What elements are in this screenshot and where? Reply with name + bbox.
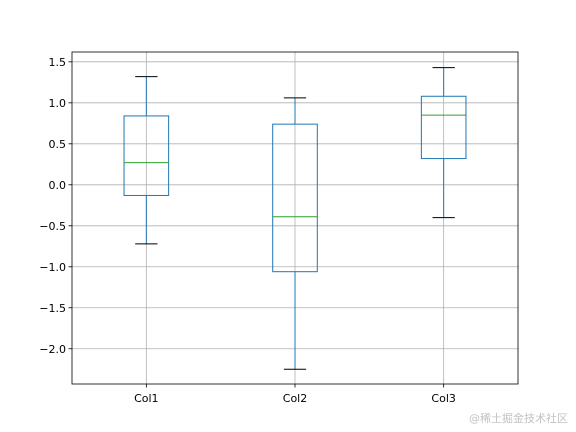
axis-ticks: 1.5 1.0 0.5 0.0 −0.5 −1.0 −1.5 −2.0 Col1 Col2 Col3 — [39, 56, 456, 405]
iqr-box — [272, 123, 318, 273]
y-tick-label: 1.0 — [49, 97, 67, 110]
y-tick-label: −2.0 — [39, 343, 66, 356]
x-tick-label: Col3 — [431, 392, 455, 405]
x-tick-label: Col1 — [134, 392, 158, 405]
iqr-box — [420, 95, 467, 160]
box-series — [123, 67, 467, 370]
watermark-text: @稀土掘金技术社区 — [469, 412, 568, 425]
y-tick-label: 0.0 — [49, 179, 67, 192]
y-tick-label: −0.5 — [39, 220, 66, 233]
box-col2 — [272, 97, 318, 370]
y-tick-label: 1.5 — [49, 56, 67, 69]
box-col1 — [123, 76, 170, 245]
box-col3 — [420, 67, 467, 219]
iqr-box — [123, 115, 170, 196]
y-tick-label: 0.5 — [49, 138, 67, 151]
y-tick-label: −1.5 — [39, 302, 66, 315]
x-tick-label: Col2 — [283, 392, 307, 405]
y-tick-label: −1.0 — [39, 261, 66, 274]
